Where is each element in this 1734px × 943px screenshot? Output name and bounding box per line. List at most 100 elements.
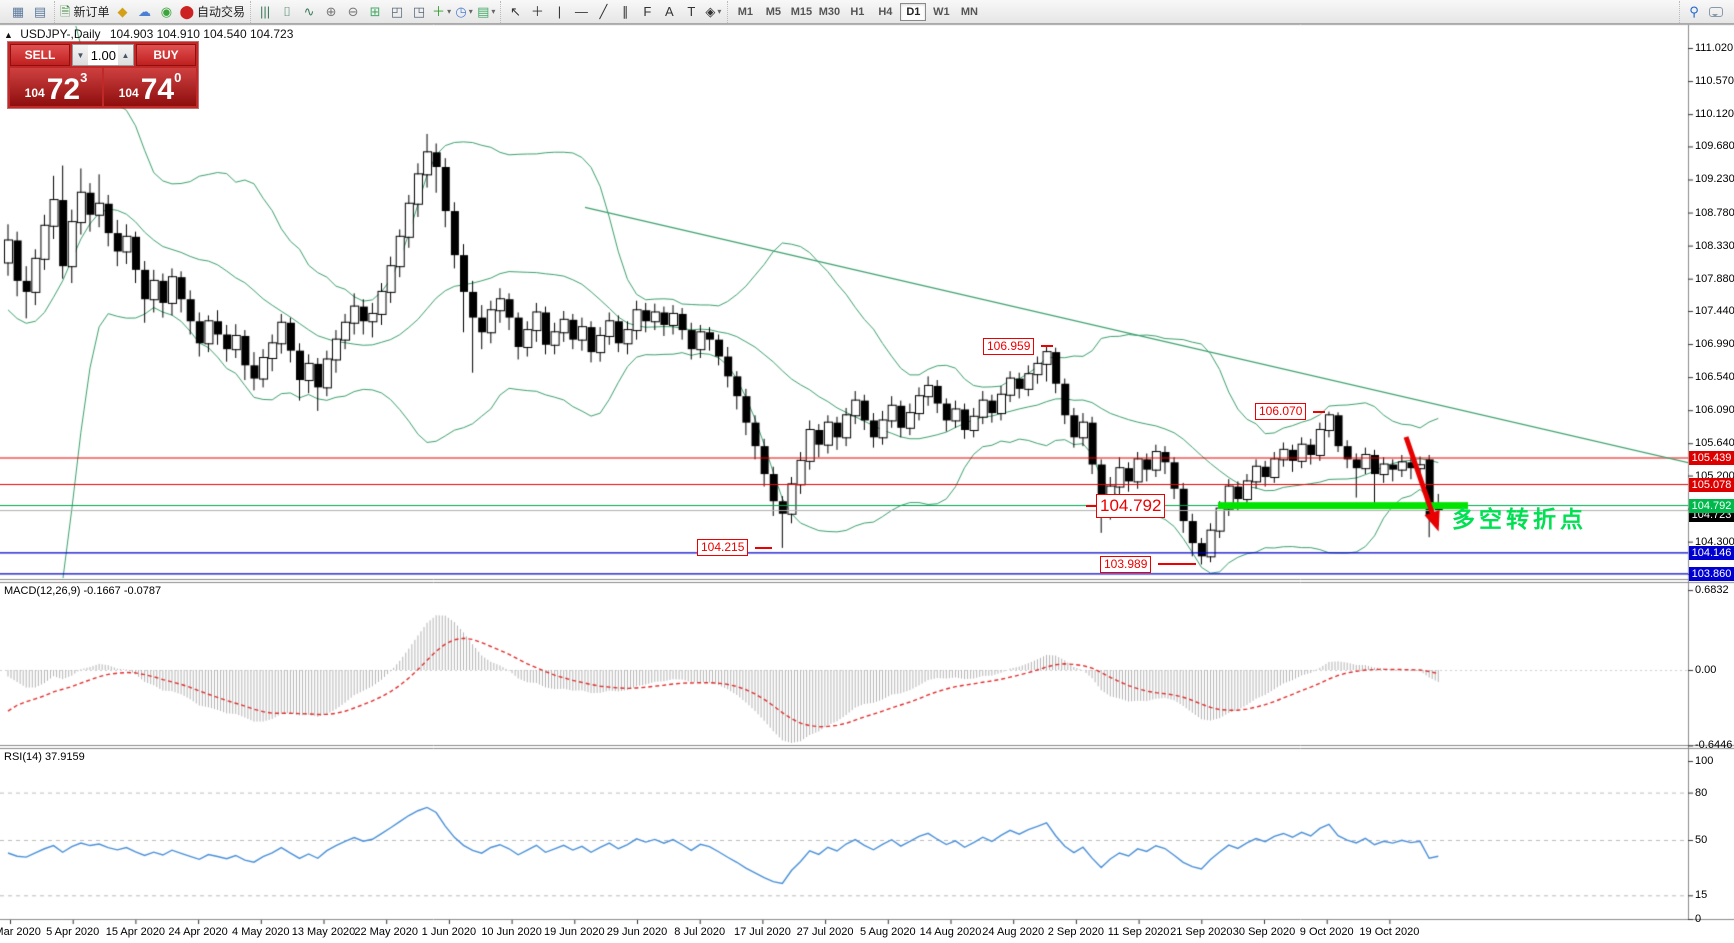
- autotrade-label: 自动交易: [197, 5, 246, 19]
- bar-chart-icon: |||: [259, 3, 271, 19]
- date-axis-label: 22 May 2020: [354, 926, 418, 938]
- trendline-icon: ╱: [599, 3, 608, 19]
- profile-icon[interactable]: ▤: [30, 2, 50, 22]
- date-axis-label: 21 Sep 2020: [1170, 926, 1233, 938]
- date-axis-label: 8 Jul 2020: [674, 926, 726, 938]
- sell-price-handle: 104: [24, 86, 45, 100]
- crosshair-icon[interactable]: ＋: [527, 2, 547, 22]
- price-axis-tick: 110.570: [1695, 75, 1734, 88]
- line-chart-icon: ∿: [303, 3, 315, 19]
- channel-icon: ∥: [622, 3, 629, 19]
- volume-decrease-button[interactable]: ▼: [73, 45, 88, 65]
- rsi-label: RSI(14) 37.9159: [4, 751, 85, 763]
- cursor-icon[interactable]: ↖: [505, 2, 525, 22]
- search-icon[interactable]: ⚲: [1684, 2, 1704, 22]
- timeframe-mn[interactable]: MN: [960, 5, 978, 18]
- chat-icon[interactable]: [1706, 2, 1726, 22]
- sell-button[interactable]: SELL: [10, 44, 70, 66]
- autotrade-icon: ⬤: [179, 3, 195, 19]
- date-axis-label: 11 Sep 2020: [1107, 926, 1170, 938]
- price-label-dash: [1158, 563, 1196, 566]
- timeframe-h1[interactable]: H1: [850, 5, 865, 18]
- timeframe-m5[interactable]: M5: [765, 5, 782, 18]
- cursor-icon: ↖: [509, 3, 521, 19]
- text-icon[interactable]: A: [659, 2, 679, 22]
- price-axis-tick: 108.330: [1695, 239, 1734, 252]
- date-axis-label: 30 Sep 2020: [1232, 926, 1296, 938]
- date-axis-label: 26 Mar 2020: [0, 926, 41, 938]
- price-label-103.989[interactable]: 103.989: [1100, 555, 1152, 573]
- price-label-106.959[interactable]: 106.959: [983, 337, 1035, 355]
- new-order-button[interactable]: 🗎 新订单: [59, 2, 110, 22]
- publisher-icon[interactable]: ☁: [134, 2, 154, 22]
- vertical-line-icon[interactable]: |: [549, 2, 569, 22]
- zoom-in-icon[interactable]: ⊕: [321, 2, 341, 22]
- fibonacci-icon[interactable]: F: [637, 2, 657, 22]
- sell-price[interactable]: 104 72 3: [10, 68, 102, 106]
- price-axis-tick: 109.680: [1695, 140, 1734, 153]
- arrange-left-icon[interactable]: ◰: [387, 2, 407, 22]
- widget-icon: ◆: [117, 3, 128, 19]
- macd-axis-tick: 0.00: [1695, 664, 1717, 676]
- volume-increase-button[interactable]: ▲: [118, 45, 133, 65]
- line-chart-icon[interactable]: ∿: [299, 2, 319, 22]
- buy-price-handle: 104: [118, 86, 139, 100]
- price-label-dash: [755, 546, 772, 549]
- publisher-icon: ☁: [137, 3, 151, 19]
- channel-icon[interactable]: ∥: [615, 2, 635, 22]
- date-axis-label: 1 Jun 2020: [421, 926, 477, 938]
- price-axis-badge: 105.439: [1689, 450, 1734, 465]
- collapse-arrow-icon[interactable]: ▲: [4, 30, 13, 40]
- horizontal-line-icon[interactable]: —: [571, 2, 591, 22]
- price-axis-badge: 104.146: [1689, 545, 1734, 560]
- timeframe-h4[interactable]: H4: [878, 5, 893, 18]
- trendline-icon[interactable]: ╱: [593, 2, 613, 22]
- rsi-axis-tick: 50: [1695, 834, 1708, 846]
- shapes-icon[interactable]: ◈ ▾: [705, 3, 722, 19]
- bar-chart-icon[interactable]: |||: [255, 2, 275, 22]
- arrange-right-icon[interactable]: ◳: [409, 2, 429, 22]
- autotrade-button[interactable]: ⬤ 自动交易: [178, 2, 246, 22]
- fibonacci-icon: F: [643, 3, 652, 19]
- text-label-icon[interactable]: T: [681, 2, 701, 22]
- date-axis-label: 29 Jun 2020: [606, 926, 668, 938]
- new-chart-icon[interactable]: ＋ ▾: [432, 3, 452, 19]
- date-axis-label: 2 Sep 2020: [1047, 926, 1105, 938]
- date-axis-label: 24 Apr 2020: [168, 926, 228, 938]
- price-label-104.792[interactable]: 104.792: [1096, 493, 1166, 518]
- template-icon[interactable]: ▤ ▾: [477, 3, 496, 19]
- widget-icon[interactable]: ◆: [112, 2, 132, 22]
- timeframe-w1[interactable]: W1: [933, 5, 950, 18]
- timeframe-m15[interactable]: M15: [790, 5, 813, 18]
- date-axis-label: 24 Aug 2020: [982, 926, 1045, 938]
- chart-window-icon[interactable]: ▦: [8, 2, 28, 22]
- buy-button[interactable]: BUY: [136, 44, 196, 66]
- price-axis-tick: 106.990: [1695, 338, 1734, 351]
- signals-icon[interactable]: ◉: [156, 2, 176, 22]
- zoom-out-icon[interactable]: ⊖: [343, 2, 363, 22]
- vertical-line-icon: |: [557, 3, 562, 19]
- price-axis-tick: 107.880: [1695, 272, 1734, 285]
- crosshair-icon: ＋: [530, 3, 544, 19]
- periodicity-icon[interactable]: ◷ ▾: [455, 3, 473, 19]
- date-axis-label: 19 Oct 2020: [1359, 926, 1420, 938]
- tile-windows-icon[interactable]: ⊞: [365, 2, 385, 22]
- date-axis-label: 10 Jun 2020: [481, 926, 542, 938]
- price-axis-tick: 109.230: [1695, 173, 1734, 186]
- tile-windows-icon: ⊞: [369, 3, 381, 19]
- price-label-104.215[interactable]: 104.215: [697, 539, 749, 557]
- price-label-dash: [1313, 410, 1325, 413]
- timeframe-m30[interactable]: M30: [818, 5, 841, 18]
- timeframe-d1[interactable]: D1: [900, 2, 927, 21]
- horizontal-line-icon: —: [574, 3, 588, 19]
- volume-input[interactable]: [88, 45, 118, 65]
- annotation-text[interactable]: 多空转折点: [1452, 506, 1587, 532]
- timeframe-m1[interactable]: M1: [737, 5, 754, 18]
- price-label-106.070[interactable]: 106.070: [1255, 403, 1307, 421]
- buy-price[interactable]: 104 74 0: [104, 68, 196, 106]
- buy-price-pip: 0: [174, 70, 182, 85]
- price-axis-tick: 110.120: [1695, 108, 1734, 121]
- candlestick-chart-icon[interactable]: ⌷: [277, 2, 297, 22]
- macd-axis-tick: -0.6446: [1695, 739, 1733, 752]
